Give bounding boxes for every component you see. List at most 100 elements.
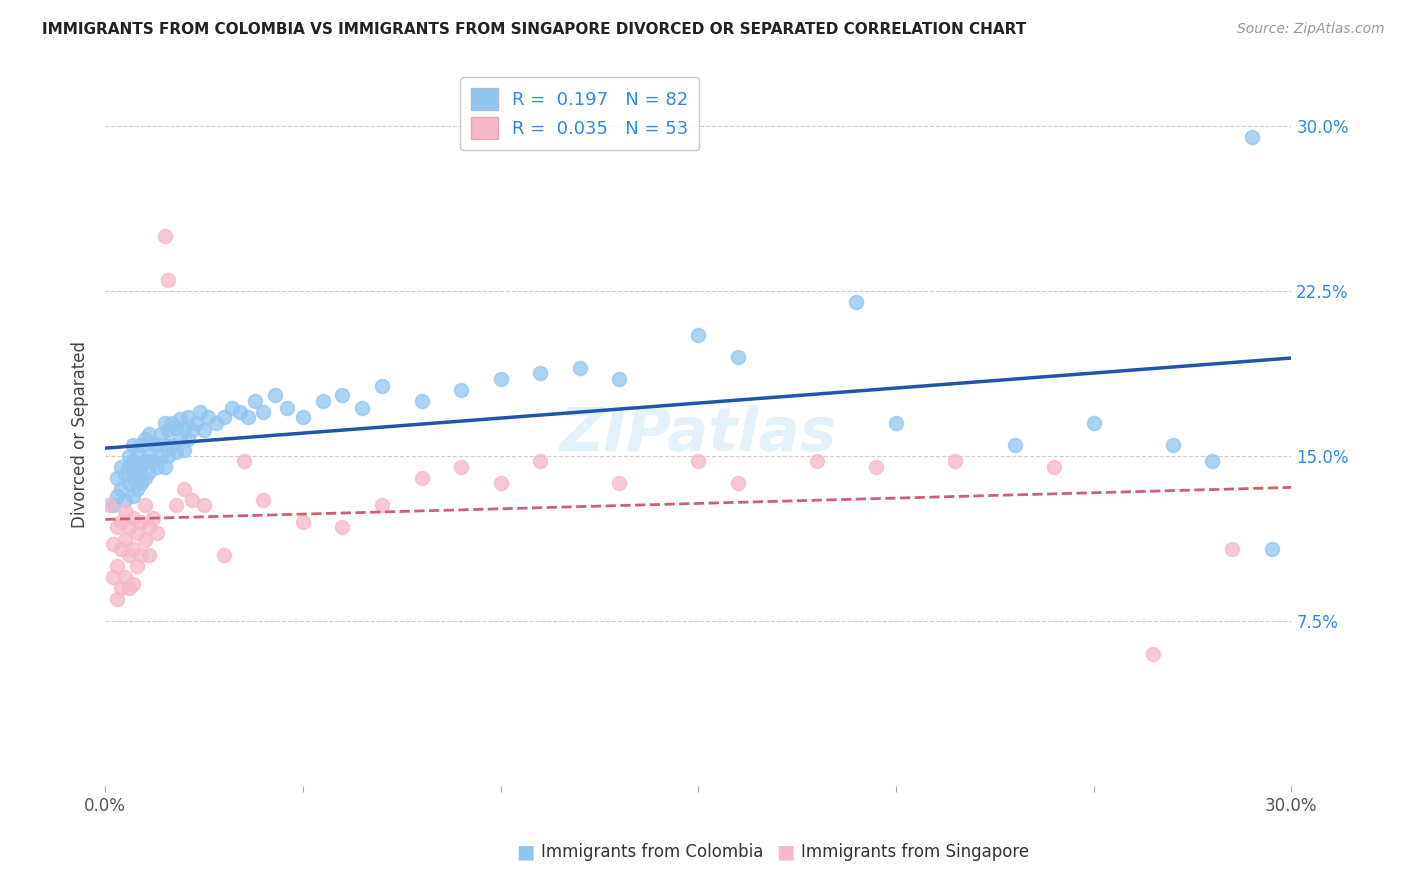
Legend: R =  0.197   N = 82, R =  0.035   N = 53: R = 0.197 N = 82, R = 0.035 N = 53 [460, 77, 699, 150]
Point [118, 581, 141, 595]
Point [129, 438, 152, 452]
Point [114, 533, 136, 547]
Point [157, 423, 180, 437]
Point [688, 328, 710, 343]
Point [1142, 647, 1164, 661]
Point [122, 471, 145, 485]
Point [125, 465, 148, 479]
Point [489, 475, 512, 490]
Point [352, 401, 374, 415]
Point [122, 438, 145, 452]
Text: ■: ■ [776, 842, 794, 862]
Point [165, 498, 187, 512]
Point [134, 533, 156, 547]
Point [450, 383, 472, 397]
Point [110, 541, 132, 556]
Point [865, 460, 887, 475]
Point [138, 548, 160, 562]
Point [105, 489, 128, 503]
Point [145, 526, 167, 541]
Point [118, 475, 141, 490]
Point [149, 427, 172, 442]
Point [173, 442, 195, 457]
Point [177, 432, 200, 446]
Point [125, 559, 148, 574]
Point [252, 493, 274, 508]
Point [114, 493, 136, 508]
Point [110, 581, 132, 595]
Point [205, 416, 228, 430]
Point [607, 372, 630, 386]
Text: Immigrants from Colombia: Immigrants from Colombia [541, 843, 763, 861]
Point [371, 498, 394, 512]
Point [149, 449, 172, 463]
Point [153, 460, 176, 475]
Point [212, 548, 235, 562]
Point [157, 449, 180, 463]
Point [311, 394, 333, 409]
Point [193, 498, 215, 512]
Text: Source: ZipAtlas.com: Source: ZipAtlas.com [1237, 22, 1385, 37]
Point [181, 423, 204, 437]
Point [332, 387, 354, 401]
Text: IMMIGRANTS FROM COLOMBIA VS IMMIGRANTS FROM SINGAPORE DIVORCED OR SEPARATED CORR: IMMIGRANTS FROM COLOMBIA VS IMMIGRANTS F… [42, 22, 1026, 37]
Point [727, 475, 749, 490]
Point [884, 416, 907, 430]
Point [125, 526, 148, 541]
Point [118, 460, 141, 475]
Text: ZIPatlas: ZIPatlas [560, 405, 837, 464]
Point [110, 515, 132, 529]
Point [607, 475, 630, 490]
Point [1004, 438, 1026, 452]
Point [529, 453, 551, 467]
Point [129, 548, 152, 562]
Point [162, 416, 184, 430]
Point [122, 453, 145, 467]
Point [142, 510, 165, 524]
Point [450, 460, 472, 475]
Point [122, 541, 145, 556]
Point [169, 432, 191, 446]
Point [193, 423, 215, 437]
Point [165, 420, 187, 434]
Point [110, 460, 132, 475]
Point [129, 515, 152, 529]
Point [134, 471, 156, 485]
Point [845, 295, 868, 310]
Point [138, 519, 160, 533]
Point [153, 416, 176, 430]
Point [291, 515, 314, 529]
Point [125, 482, 148, 496]
Point [134, 453, 156, 467]
Point [169, 411, 191, 425]
Point [145, 460, 167, 475]
Point [173, 482, 195, 496]
Point [181, 493, 204, 508]
Point [245, 394, 267, 409]
Point [105, 519, 128, 533]
Point [943, 453, 966, 467]
Point [118, 449, 141, 463]
Point [177, 409, 200, 424]
Point [236, 409, 259, 424]
Point [411, 394, 433, 409]
Point [1220, 541, 1243, 556]
Point [122, 576, 145, 591]
Point [173, 420, 195, 434]
Point [122, 510, 145, 524]
Point [162, 438, 184, 452]
Point [186, 416, 208, 430]
Point [129, 458, 152, 472]
Point [145, 438, 167, 452]
Point [138, 449, 160, 463]
Point [264, 387, 287, 401]
Point [142, 453, 165, 467]
Point [98, 498, 121, 512]
Point [122, 489, 145, 503]
Text: ■: ■ [516, 842, 534, 862]
Point [138, 427, 160, 442]
Point [142, 436, 165, 450]
Point [568, 361, 591, 376]
Text: Immigrants from Singapore: Immigrants from Singapore [801, 843, 1029, 861]
Point [114, 467, 136, 481]
